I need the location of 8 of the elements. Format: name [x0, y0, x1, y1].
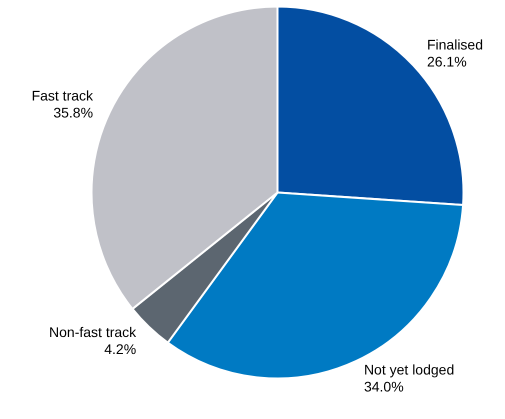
slice-label: Finalised — [426, 36, 484, 52]
slice-label: Not yet lodged — [364, 361, 454, 378]
data-label: 35.8% — [53, 104, 94, 121]
slice-label: Non-fast track — [49, 324, 138, 340]
data-label: 34.0% — [364, 378, 404, 394]
data-label: 4.2% — [104, 340, 136, 357]
data-label: 26.1% — [426, 53, 467, 70]
slice-label: Fast track — [32, 88, 94, 104]
